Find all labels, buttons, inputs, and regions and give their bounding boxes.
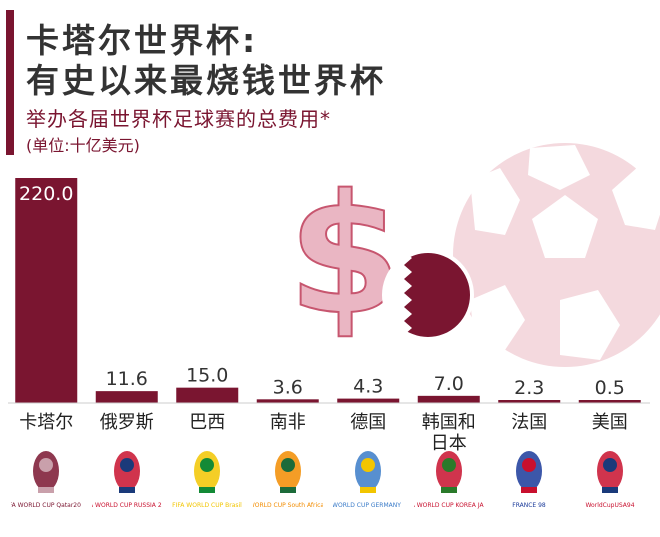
bar-4	[337, 398, 400, 403]
category-label-3: 南非	[270, 412, 306, 433]
category-label-2: 巴西	[189, 412, 225, 433]
value-label-0: 220.0	[19, 183, 73, 205]
value-label-3: 3.6	[273, 376, 303, 398]
category-label-6: 法国	[511, 412, 547, 433]
value-label-6: 2.3	[514, 377, 544, 399]
category-label-7: 美国	[592, 412, 628, 433]
chart-subtitle: 举办各届世界杯足球赛的总费用*	[26, 107, 331, 131]
korea-japan-2002-logo-text: FIFA WORLD CUP KOREA JAPAN	[414, 502, 484, 509]
brazil-2014-logo-icon: FIFA WORLD CUP Brasil	[172, 451, 242, 509]
france-98-logo-text: FRANCE 98	[513, 502, 547, 509]
value-label-2: 15.0	[186, 365, 228, 387]
qatar-flag-icon	[382, 249, 474, 341]
qatar-2022-logo-text: FIFA WORLD CUP Qatar2022	[11, 502, 81, 509]
bar-1	[95, 391, 158, 403]
qatar-2022-logo-icon: FIFA WORLD CUP Qatar2022	[11, 451, 81, 509]
category-label-1: 俄罗斯	[100, 412, 154, 433]
page-title-line2: 有史以来最烧钱世界杯	[26, 61, 386, 100]
russia-2018-logo-text: FIFA WORLD CUP RUSSIA 2018	[92, 502, 162, 509]
germany-2006-logo-icon: FIFA WORLD CUP GERMANY 2006	[333, 451, 403, 509]
page-title-line1: 卡塔尔世界杯:	[26, 21, 259, 60]
category-label-5: 韩国和日本	[422, 412, 476, 454]
france-98-logo: FRANCE 98	[494, 443, 564, 523]
bar-3	[256, 399, 319, 403]
south-africa-2010-logo-text: FIFA WORLD CUP South Africa 2010	[253, 502, 323, 509]
bar-7	[578, 400, 641, 403]
brazil-2014-logo-text: FIFA WORLD CUP Brasil	[172, 502, 242, 509]
korea-japan-2002-logo: FIFA WORLD CUP KOREA JAPAN	[414, 443, 484, 523]
category-label-0: 卡塔尔	[19, 412, 73, 433]
unit-label: (单位:十亿美元)	[26, 136, 140, 155]
title-accent-bar	[6, 10, 14, 155]
brazil-2014-logo: FIFA WORLD CUP Brasil	[172, 443, 242, 523]
germany-2006-logo-text: FIFA WORLD CUP GERMANY 2006	[333, 502, 403, 509]
value-label-7: 0.5	[595, 377, 625, 399]
bar-6	[498, 400, 561, 403]
value-label-5: 7.0	[434, 373, 464, 395]
dollar-sign-icon: $	[288, 159, 403, 351]
bar-2	[176, 387, 239, 403]
category-label-4: 德国	[350, 412, 386, 433]
france-98-logo-icon: FRANCE 98	[513, 451, 547, 509]
value-label-1: 11.6	[106, 368, 148, 390]
south-africa-2010-logo-icon: FIFA WORLD CUP South Africa 2010	[253, 451, 323, 509]
usa-94-logo-text: WorldCupUSA94	[585, 502, 634, 509]
korea-japan-2002-logo-icon: FIFA WORLD CUP KOREA JAPAN	[414, 451, 484, 509]
bar-5	[417, 395, 480, 403]
bar-group: 220.0 卡塔尔 11.6 俄罗斯 15.0 巴西 3.6 南非 4.3 德国 7.0 韩国和日本 2…	[15, 178, 641, 454]
value-label-4: 4.3	[353, 376, 383, 398]
south-africa-2010-logo: FIFA WORLD CUP South Africa 2010	[253, 443, 323, 523]
qatar-2022-logo: FIFA WORLD CUP Qatar2022	[11, 443, 81, 523]
usa-94-logo: WorldCupUSA94	[575, 443, 645, 523]
soccer-ball-icon	[453, 143, 660, 367]
russia-2018-logo-icon: FIFA WORLD CUP RUSSIA 2018	[92, 451, 162, 509]
usa-94-logo-icon: WorldCupUSA94	[585, 451, 634, 509]
bar-0	[15, 178, 78, 403]
germany-2006-logo: FIFA WORLD CUP GERMANY 2006	[333, 443, 403, 523]
russia-2018-logo: FIFA WORLD CUP RUSSIA 2018	[92, 443, 162, 523]
